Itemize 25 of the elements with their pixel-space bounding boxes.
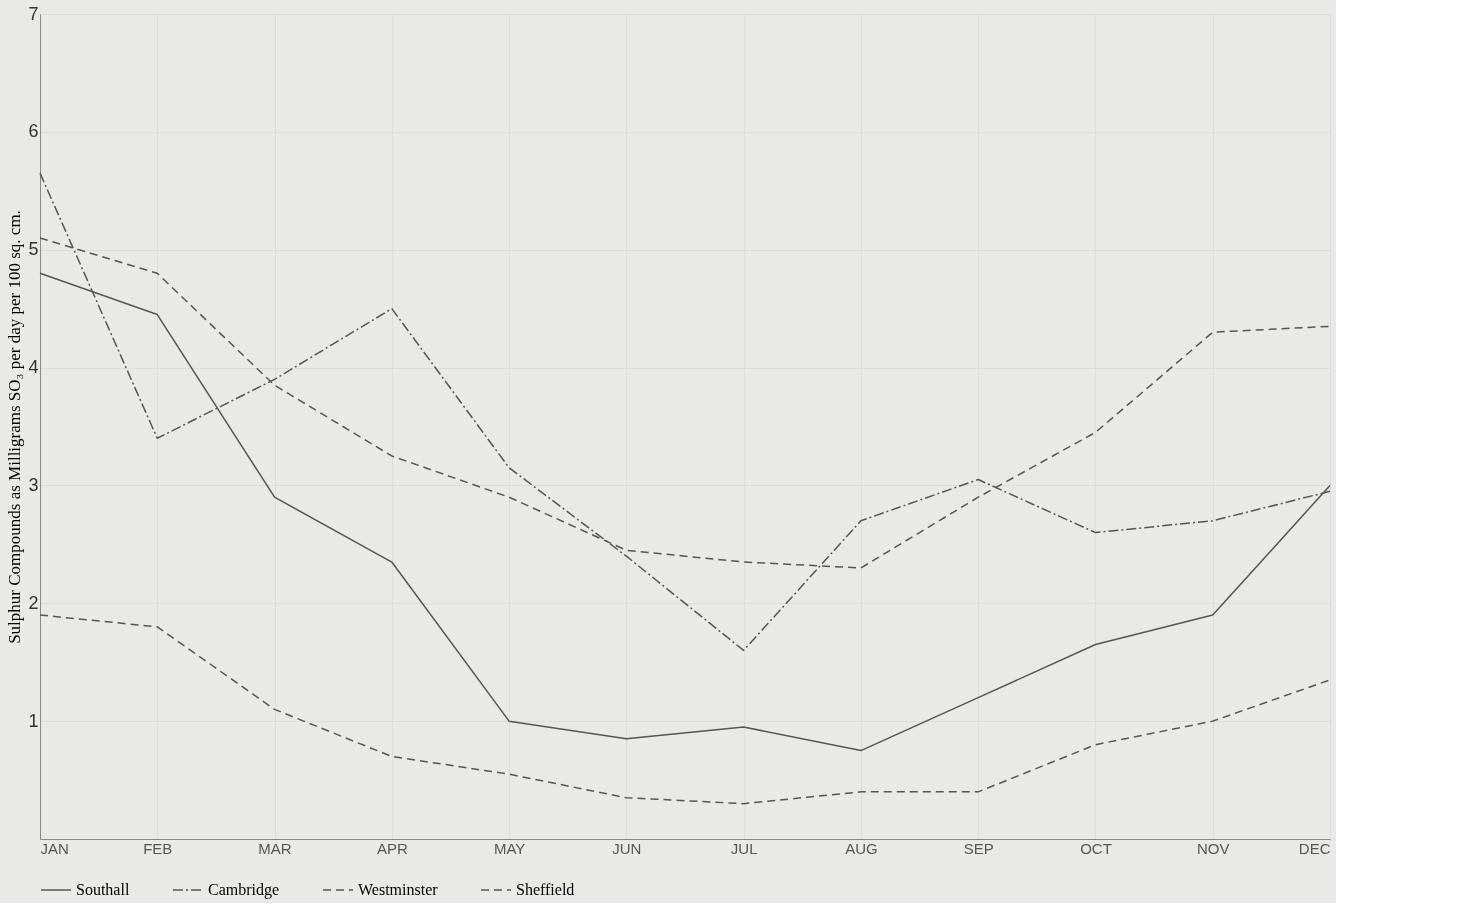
y-tick-label: 4 — [28, 357, 39, 378]
y-tick-label: 2 — [28, 592, 39, 613]
x-tick-label: OCT — [1080, 839, 1112, 857]
legend-label: Southall — [76, 881, 130, 898]
x-tick-label: APR — [376, 839, 408, 857]
x-tick-label: JUN — [612, 839, 642, 857]
x-tick-label: MAY — [493, 839, 526, 857]
x-tick-label: FEB — [143, 839, 173, 857]
x-tick-label: SEP — [963, 839, 994, 857]
y-tick-label: 1 — [28, 710, 39, 731]
legend-label: Sheffield — [516, 881, 575, 898]
y-tick-label: 3 — [28, 474, 39, 495]
x-tick-label: JAN — [40, 839, 69, 857]
x-tick-label: DEC — [1298, 839, 1331, 857]
y-tick-label: 6 — [28, 121, 39, 142]
x-tick-label: NOV — [1196, 839, 1230, 857]
y-axis-title: Sulphur Compounds as Milligrams SO₃ per day per 100 sq. cm. — [5, 210, 25, 644]
y-tick-label: 5 — [28, 239, 39, 260]
legend-label: Cambridge — [208, 881, 280, 899]
y-tick-label: 7 — [28, 3, 39, 24]
legend-label: Westminster — [358, 881, 439, 898]
x-tick-label: AUG — [845, 839, 878, 857]
x-tick-label: JUL — [730, 839, 758, 857]
x-tick-label: MAR — [258, 839, 292, 857]
line-series — [39, 614, 1331, 805]
